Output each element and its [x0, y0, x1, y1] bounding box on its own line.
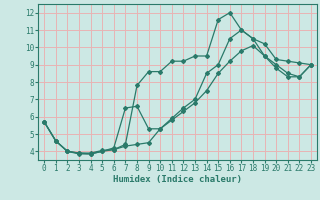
- X-axis label: Humidex (Indice chaleur): Humidex (Indice chaleur): [113, 175, 242, 184]
